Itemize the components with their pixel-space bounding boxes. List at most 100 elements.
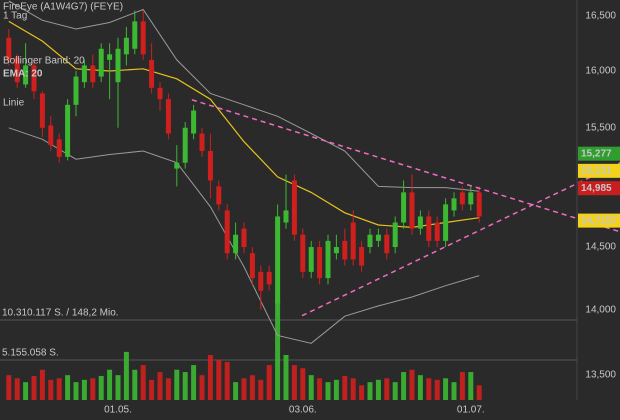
candle-body <box>333 247 339 254</box>
volume-bar <box>81 379 87 400</box>
legend-bollinger: Bollinger Band: 20 <box>3 56 85 67</box>
volume-bar <box>56 378 62 400</box>
volume-bar <box>233 382 239 400</box>
plot-area <box>0 0 577 400</box>
candle-body <box>401 192 407 223</box>
y-tick-label: 15,500 <box>585 122 616 133</box>
candle-body <box>308 247 314 272</box>
candle-body <box>90 65 96 83</box>
volume-bar <box>283 354 289 400</box>
volume-bar <box>39 369 45 400</box>
volume-bar <box>157 372 163 400</box>
candle-body <box>56 139 62 157</box>
volume-bar <box>291 365 297 400</box>
candle-body <box>98 48 104 77</box>
volume-bar <box>31 375 37 400</box>
candle-body <box>216 186 222 205</box>
candle-body <box>342 240 348 260</box>
volume-bar <box>107 369 113 400</box>
candle-body <box>300 234 306 272</box>
trendline <box>301 162 620 317</box>
volume-bar <box>90 378 96 400</box>
volume-bar <box>275 299 281 400</box>
candle-body <box>207 150 213 181</box>
candle-body <box>451 198 457 211</box>
volume-bar <box>241 378 247 400</box>
y-tick-label: 13,500 <box>585 369 616 380</box>
volume-bar <box>359 385 365 400</box>
volume-bar <box>317 378 323 400</box>
volume-bar <box>367 382 373 400</box>
volume-bar <box>182 372 188 400</box>
candle-body <box>115 48 121 83</box>
volume-bar <box>207 354 213 400</box>
y-tick-label: 14,000 <box>585 304 616 315</box>
volume-bar <box>258 379 264 400</box>
legend-trendline: Linie <box>3 98 25 109</box>
volume-bar <box>333 379 339 400</box>
volume-bar <box>6 375 12 400</box>
volume-bar <box>434 379 440 400</box>
candle-body <box>191 110 197 134</box>
candle-body <box>48 125 54 146</box>
candle-body <box>258 271 264 291</box>
volume-tick-label: 10.310.117 S. / 148,2 Mio. <box>2 308 119 319</box>
candle-body <box>434 222 440 241</box>
trendline <box>191 99 620 233</box>
candle-body <box>283 210 289 223</box>
volume-bar <box>140 365 146 400</box>
volume-bar <box>308 375 314 400</box>
volume-bar <box>191 365 197 400</box>
price-label: 14,7157 <box>581 215 618 226</box>
x-tick-label: 03.06. <box>289 405 317 416</box>
price-label-box <box>578 146 620 161</box>
y-tick-label: 14,500 <box>585 242 616 253</box>
candle-body <box>224 210 230 254</box>
candle-body <box>384 234 390 254</box>
candle-body <box>65 104 71 157</box>
candle-body <box>443 204 449 241</box>
volume-bar <box>14 378 20 400</box>
volume-bar <box>375 379 381 400</box>
volume-bar <box>65 375 71 400</box>
volume-bar <box>216 359 222 400</box>
y-tick-label: 16,500 <box>585 11 616 22</box>
volume-bar <box>300 368 306 400</box>
candle-body <box>107 54 113 60</box>
volume-bar <box>417 375 423 400</box>
volume-bar <box>115 375 121 400</box>
volume-bar <box>23 382 29 400</box>
candle-body <box>81 65 87 83</box>
volume-tick-label: 5.155.058 S. <box>2 348 59 359</box>
volume-bar <box>149 379 155 400</box>
candle-body <box>233 234 239 254</box>
volume-bar <box>165 378 171 400</box>
volume-bar <box>73 382 79 400</box>
volume-bar <box>132 369 138 400</box>
candle-body <box>31 65 37 92</box>
legend-ema: EMA: 20 <box>3 69 43 80</box>
volume-bar <box>266 365 272 400</box>
volume-bar <box>199 375 205 400</box>
indicator-line <box>8 20 480 229</box>
candle-body <box>417 216 423 229</box>
candle-body <box>132 21 138 49</box>
candle-body <box>275 216 281 304</box>
volume-bar <box>476 385 482 400</box>
x-tick-label: 01.07. <box>457 405 485 416</box>
candle-body <box>39 93 45 128</box>
x-tick-label: 01.05. <box>104 405 132 416</box>
candle-body <box>182 127 188 163</box>
candle-body <box>350 222 356 260</box>
candle-body <box>409 192 415 229</box>
volume-bar <box>468 372 474 400</box>
candle-body <box>367 234 373 248</box>
candle-body <box>459 192 465 205</box>
volume-bar <box>451 382 457 400</box>
chart-subtitle: 1 Tag <box>3 11 27 22</box>
indicator-line <box>8 127 480 344</box>
candle-body <box>468 192 474 205</box>
